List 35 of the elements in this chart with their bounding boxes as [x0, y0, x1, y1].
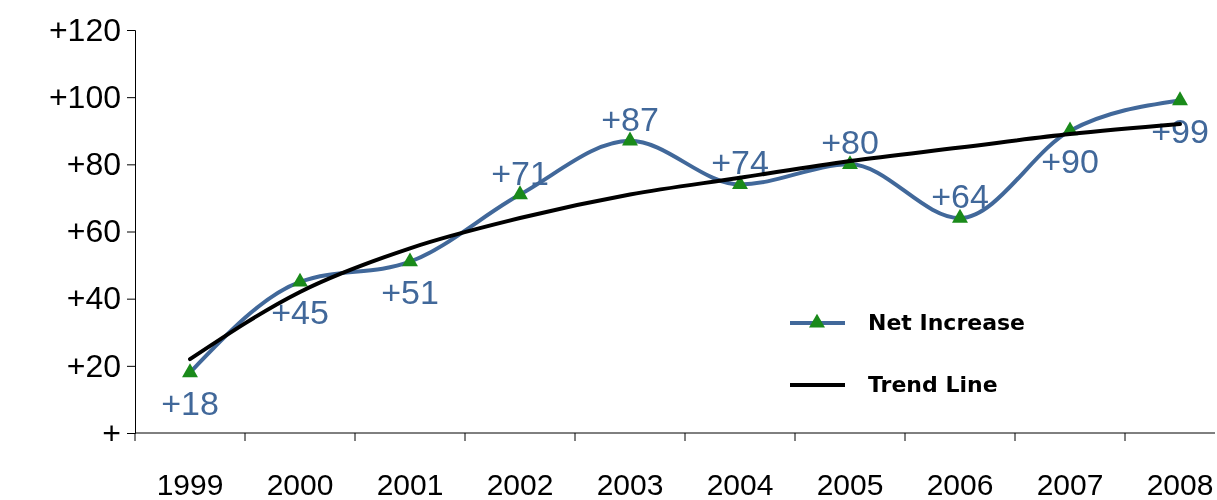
data-label: +87: [601, 99, 659, 138]
data-label: +74: [711, 143, 769, 182]
point: [622, 131, 638, 146]
legend-label: Net Increase: [868, 310, 1026, 335]
x-tick-label: 2000: [266, 468, 334, 500]
data-label: +99: [1151, 111, 1209, 150]
y-tick-label: +120: [48, 11, 121, 48]
y-tick-label: +40: [66, 280, 121, 317]
x-tick-label: 2007: [1036, 468, 1104, 500]
y-tick-label: +100: [48, 78, 121, 115]
x-tick-label: 2004: [706, 468, 774, 500]
data-label: +51: [381, 272, 439, 311]
y-tick-label: +60: [66, 213, 121, 250]
x-tick-label: 2001: [376, 468, 444, 500]
y-tick-label: +20: [66, 347, 121, 384]
y-tick-label: +: [102, 414, 121, 451]
x-tick-label: 2002: [486, 468, 554, 500]
point: [952, 208, 968, 223]
point: [1172, 91, 1188, 106]
y-tick-label: +80: [66, 146, 121, 183]
x-tick-label: 2006: [926, 468, 994, 500]
data-label: +90: [1041, 141, 1099, 180]
point: [292, 272, 308, 287]
data-label: +18: [161, 383, 219, 422]
x-tick-label: 2008: [1146, 468, 1214, 500]
x-tick-label: 2005: [816, 468, 884, 500]
x-tick-label: 2003: [596, 468, 664, 500]
point: [402, 252, 418, 267]
data-label: +80: [821, 123, 879, 162]
point: [512, 185, 528, 200]
data-label: +45: [271, 292, 329, 331]
legend-label: Trend Line: [868, 372, 998, 397]
data-label: +64: [931, 177, 989, 216]
point: [182, 363, 198, 378]
x-tick-label: 1999: [156, 468, 224, 500]
